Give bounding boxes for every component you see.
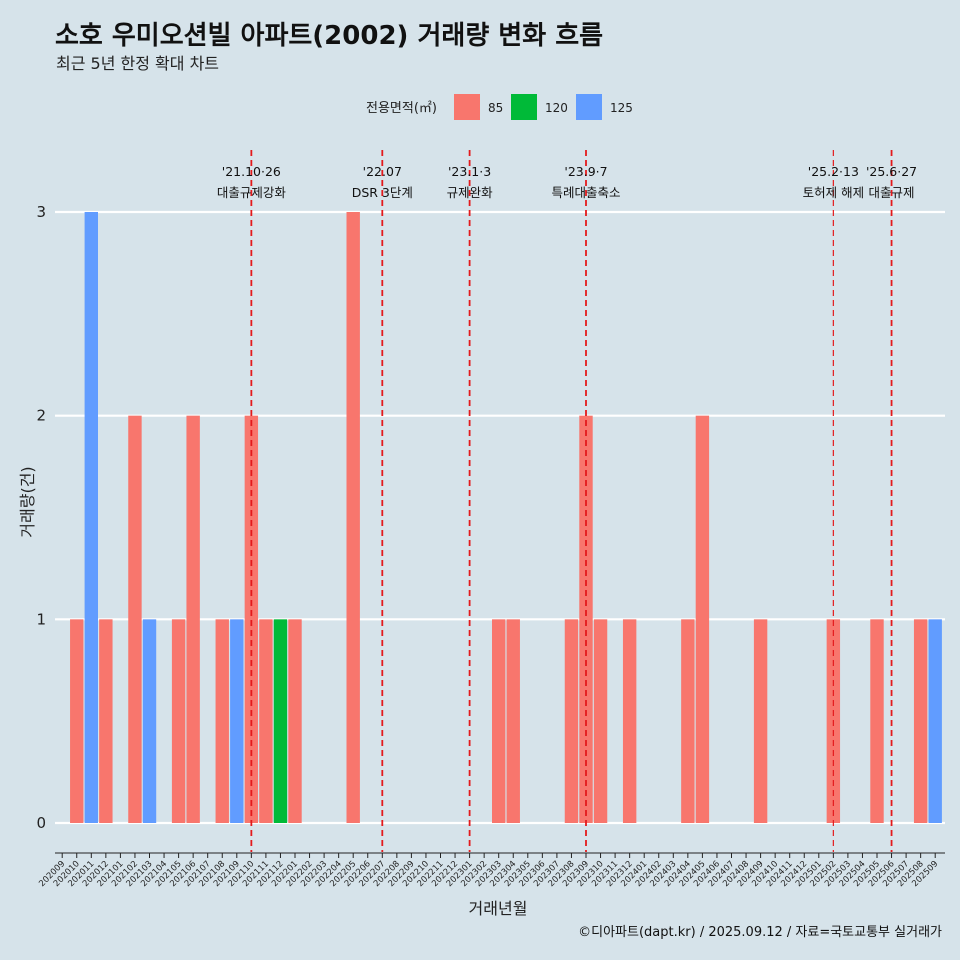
bar-202309-85	[579, 415, 593, 823]
bar-202106-85	[186, 415, 200, 823]
y-tick-label-0: 0	[36, 814, 46, 832]
x-axis-title: 거래년월	[469, 899, 528, 918]
bar-202201-85	[288, 619, 302, 823]
bar-202111-85	[259, 619, 273, 823]
event-date-202502: '25.2·13	[808, 164, 859, 179]
y-tick-label-2: 2	[36, 407, 46, 425]
event-label-202502: 토허제 해제	[803, 185, 864, 200]
event-date-202110: '21.10·26	[222, 164, 281, 179]
bar-202304-85	[506, 619, 520, 823]
bar-202010-85	[70, 619, 84, 823]
bar-202509-125	[928, 619, 942, 823]
event-date-202506: '25.6·27	[866, 164, 917, 179]
bars	[70, 212, 942, 823]
bar-202102-85	[128, 415, 142, 823]
event-markers: '21.10·26 대출규제강화 '22.07 DSR 3단계 '23.1·3 규제완화 '…	[217, 150, 917, 852]
event-date-202309: '23.9·7	[564, 164, 607, 179]
legend-label-125: 125	[610, 101, 633, 115]
bar-202108-85	[215, 619, 229, 823]
bar-202205-85	[346, 212, 360, 823]
event-label-202506: 대출규제	[869, 185, 915, 200]
bar-202112-120	[273, 619, 288, 823]
event-label-202309: 특례대출축소	[551, 185, 620, 200]
y-tick-label-3: 3	[36, 203, 46, 221]
bar-202105-85	[171, 619, 186, 823]
x-axis: 2020092020102020112020122021012021022021…	[37, 852, 945, 889]
legend-swatch-125	[576, 94, 602, 120]
bar-202405-85	[695, 415, 710, 823]
bar-202303-85	[492, 619, 506, 823]
bar-202409-85	[753, 619, 768, 823]
bar-202312-85	[622, 619, 637, 823]
bar-202310-85	[593, 619, 608, 823]
legend-label-120: 120	[545, 101, 568, 115]
bar-202109-125	[230, 619, 244, 823]
bar-202404-85	[681, 619, 695, 823]
legend-swatch-85	[454, 94, 480, 120]
event-label-202301: 규제완화	[447, 185, 494, 200]
bar-202011-125	[84, 212, 98, 823]
bar-202103-125	[142, 619, 157, 823]
bar-202012-85	[99, 619, 113, 823]
bar-202508-85	[913, 619, 928, 823]
y-axis-title: 거래량(건)	[18, 466, 37, 537]
caption: ©디아파트(dapt.kr) / 2025.09.12 / 자료=국토교통부 실…	[578, 925, 942, 940]
chart-title: 소호 우미오션빌 아파트(2002) 거래량 변화 흐름	[55, 21, 603, 51]
event-label-202110: 대출규제강화	[217, 185, 287, 200]
event-date-202301: '23.1·3	[448, 164, 491, 179]
legend-swatch-120	[511, 94, 537, 120]
legend: 전용면적(㎡) 85 120 125	[366, 94, 633, 120]
bar-202110-85	[244, 415, 259, 823]
bar-202308-85	[564, 619, 579, 823]
legend-title: 전용면적(㎡)	[366, 101, 437, 116]
legend-label-85: 85	[488, 101, 503, 115]
y-axis: 0 1 2 3	[36, 203, 46, 832]
chart-subtitle: 최근 5년 한정 확대 차트	[56, 54, 219, 73]
event-label-202207: DSR 3단계	[352, 185, 413, 200]
y-tick-label-1: 1	[36, 610, 46, 628]
event-date-202207: '22.07	[363, 164, 402, 179]
bar-202505-85	[870, 619, 884, 823]
